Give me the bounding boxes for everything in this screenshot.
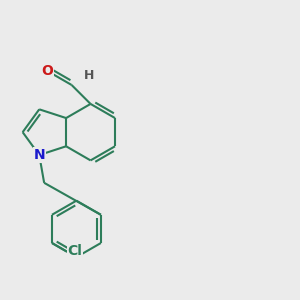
Text: N: N bbox=[33, 148, 45, 162]
Text: O: O bbox=[41, 64, 53, 78]
Text: Cl: Cl bbox=[68, 244, 82, 259]
Text: H: H bbox=[83, 69, 94, 82]
